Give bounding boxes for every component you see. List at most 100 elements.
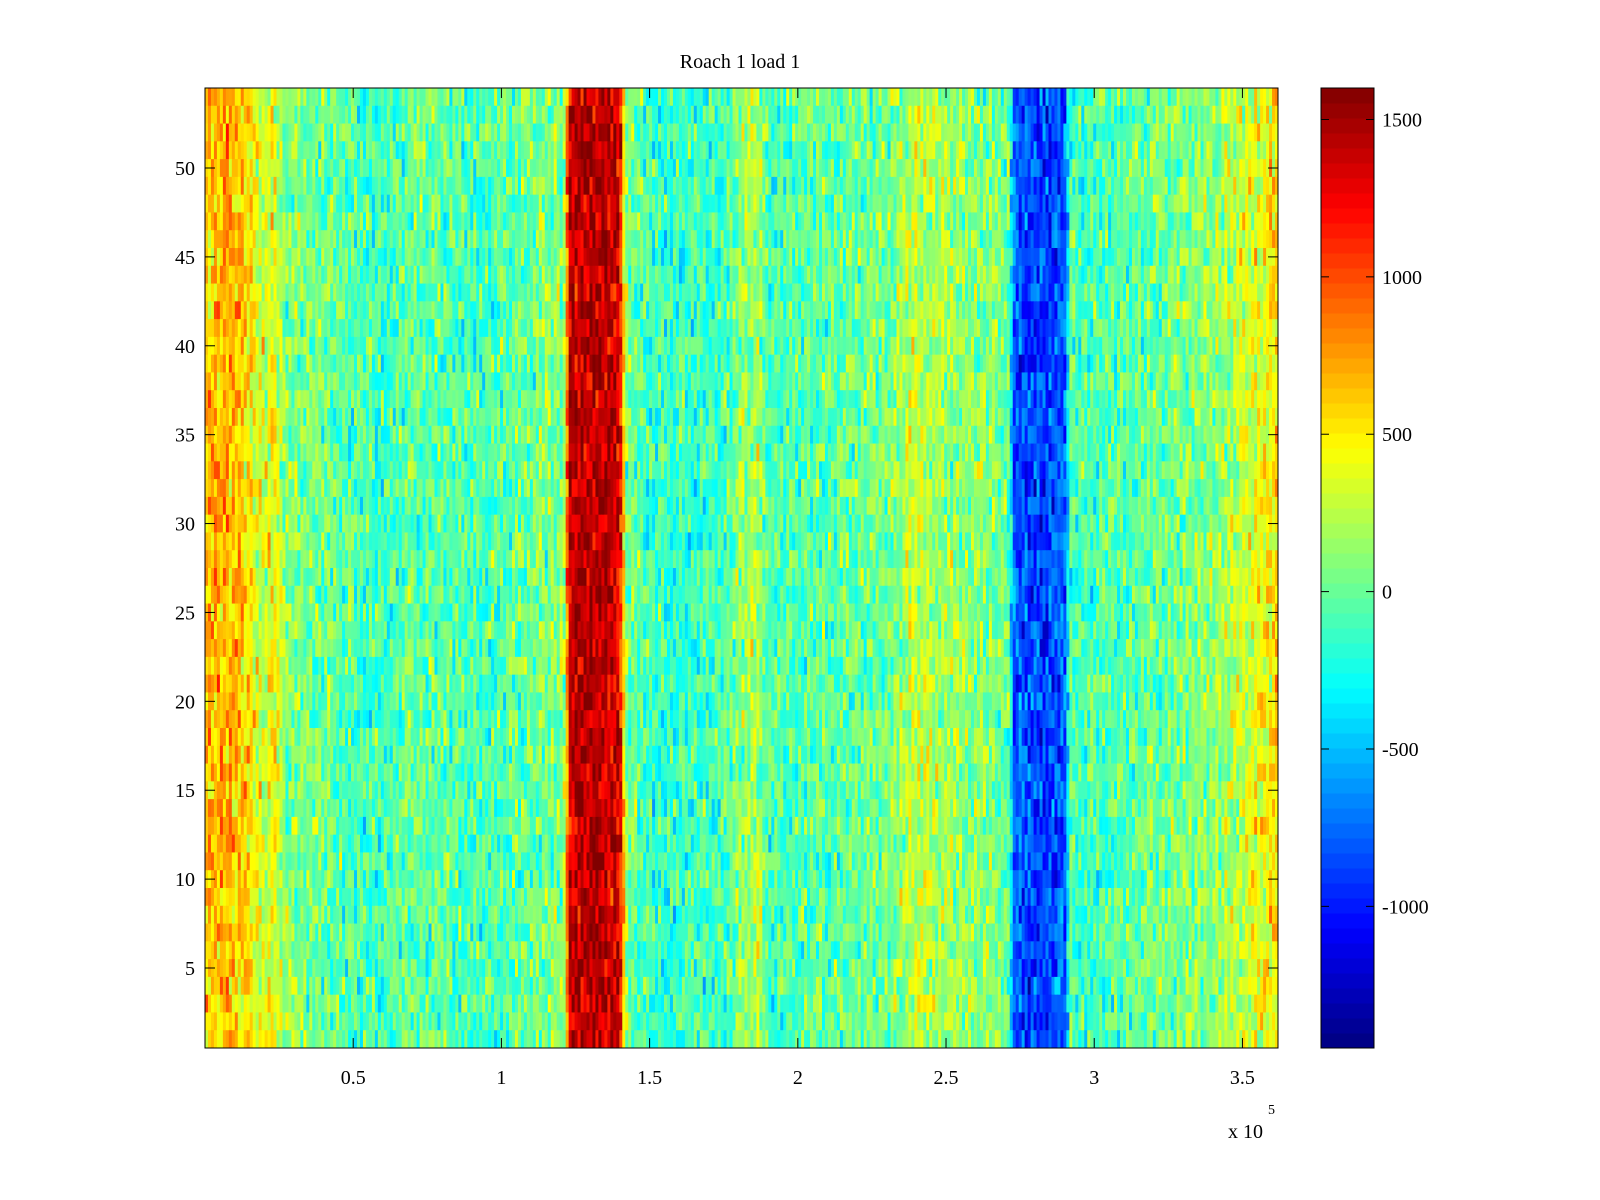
heatmap-cell — [345, 265, 349, 284]
heatmap-cell — [386, 159, 391, 178]
heatmap-cell — [857, 88, 862, 107]
heatmap-cell — [1051, 105, 1055, 124]
heatmap-cell — [380, 319, 385, 338]
heatmap-cell — [720, 212, 725, 231]
heatmap-cell — [607, 194, 611, 213]
heatmap-cell — [893, 319, 897, 338]
heatmap-cell — [535, 283, 540, 302]
heatmap-cell — [398, 159, 403, 178]
heatmap-cell — [488, 283, 492, 302]
heatmap-cell — [598, 88, 602, 107]
heatmap-cell — [845, 212, 850, 231]
heatmap-cell — [529, 88, 534, 107]
heatmap-cell — [780, 212, 784, 231]
heatmap-cell — [619, 230, 623, 249]
heatmap-cell — [380, 248, 385, 267]
heatmap-cell — [839, 230, 844, 249]
heatmap-cell — [738, 248, 742, 267]
heatmap-cell — [553, 248, 558, 267]
heatmap-cell — [762, 248, 766, 267]
heatmap-cell — [571, 212, 575, 231]
heatmap-cell — [863, 230, 868, 249]
heatmap-cell — [976, 212, 981, 231]
heatmap-cell — [655, 230, 659, 249]
heatmap-cell — [1269, 176, 1273, 196]
heatmap-cell — [1158, 301, 1163, 320]
heatmap-cell — [252, 301, 257, 320]
heatmap-cell — [646, 283, 650, 302]
heatmap-cell — [1003, 265, 1008, 284]
heatmap-cell — [979, 159, 984, 178]
heatmap-cell — [300, 301, 304, 320]
heatmap-cell — [991, 141, 996, 160]
heatmap-cell — [604, 123, 608, 142]
heatmap-cell — [652, 141, 656, 160]
heatmap-cell — [556, 176, 561, 196]
heatmap-cell — [762, 123, 766, 142]
heatmap-cell — [920, 230, 924, 249]
heatmap-cell — [1051, 176, 1055, 196]
heatmap-cell — [1176, 194, 1181, 213]
heatmap-cell — [556, 105, 561, 124]
heatmap-cell — [899, 230, 903, 249]
heatmap-cell — [1272, 88, 1276, 107]
heatmap-cell — [649, 159, 653, 178]
heatmap-cell — [929, 248, 933, 267]
heatmap-cell — [1120, 283, 1124, 302]
heatmap-cell — [908, 176, 912, 196]
heatmap-cell — [523, 176, 528, 196]
heatmap-cell — [413, 176, 418, 196]
heatmap-cell — [449, 123, 453, 142]
heatmap-cell — [1236, 105, 1240, 124]
heatmap-cell — [389, 248, 394, 267]
heatmap-cell — [696, 212, 701, 231]
heatmap-cell — [789, 105, 793, 124]
heatmap-cell — [520, 123, 525, 142]
heatmap-cell — [890, 176, 894, 196]
heatmap-cell — [342, 230, 346, 249]
heatmap-cell — [962, 283, 966, 302]
heatmap-cell — [1048, 123, 1052, 142]
heatmap-cell — [1176, 212, 1181, 231]
heatmap-cell — [950, 319, 954, 338]
heatmap-cell — [950, 301, 954, 320]
heatmap-cell — [517, 176, 522, 196]
heatmap-cell — [297, 159, 301, 178]
heatmap-cell — [216, 105, 221, 124]
heatmap-cell — [228, 283, 233, 302]
heatmap-cell — [443, 176, 447, 196]
heatmap-cell — [753, 194, 757, 213]
heatmap-cell — [488, 194, 492, 213]
heatmap-cell — [1191, 123, 1195, 142]
heatmap-cell — [711, 301, 716, 320]
heatmap-cell — [571, 105, 575, 124]
heatmap-cell — [470, 159, 474, 178]
heatmap-cell — [860, 283, 865, 302]
heatmap-cell — [774, 319, 778, 338]
heatmap-cell — [1143, 301, 1148, 320]
heatmap-cell — [228, 141, 233, 160]
heatmap-cell — [491, 123, 495, 142]
heatmap-cell — [1242, 176, 1246, 196]
heatmap-cell — [714, 159, 719, 178]
heatmap-cell — [362, 319, 367, 338]
heatmap-cell — [1030, 123, 1034, 142]
heatmap-cell — [881, 159, 885, 178]
heatmap-cell — [699, 212, 704, 231]
heatmap-cell — [595, 159, 599, 178]
heatmap-cell — [1018, 176, 1023, 196]
heatmap-cell — [1009, 159, 1014, 178]
heatmap-cell — [845, 194, 850, 213]
heatmap-cell — [830, 319, 835, 338]
heatmap-cell — [747, 176, 751, 196]
heatmap-cell — [985, 301, 990, 320]
heatmap-cell — [1033, 248, 1037, 267]
heatmap-cell — [813, 248, 817, 267]
heatmap-cell — [1170, 301, 1175, 320]
heatmap-cell — [875, 159, 880, 178]
heatmap-cell — [1075, 265, 1079, 284]
heatmap-cell — [279, 248, 283, 267]
heatmap-cell — [506, 319, 510, 338]
heatmap-cell — [559, 230, 564, 249]
heatmap-cell — [896, 230, 900, 249]
